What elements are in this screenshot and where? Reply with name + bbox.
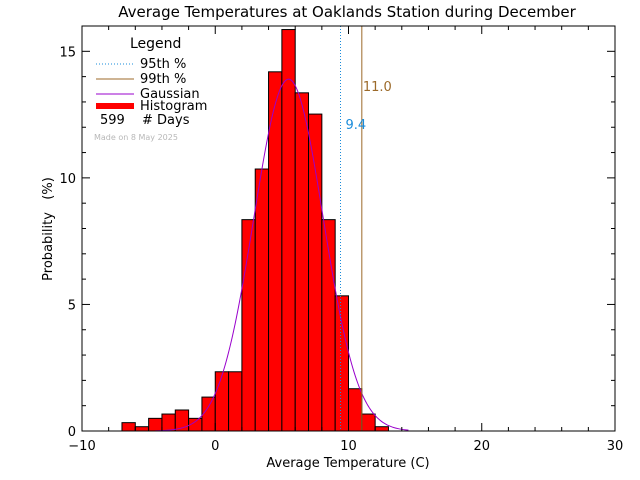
legend-label: 95th % — [140, 57, 186, 72]
x-axis-ticks: −10 0 10 20 30 — [68, 26, 623, 454]
histogram-bar — [201, 396, 216, 432]
histogram-bar — [121, 422, 136, 432]
percentile-95-label: 9.4 — [346, 118, 367, 133]
histogram-bar — [148, 417, 163, 432]
histogram-bars — [121, 29, 389, 432]
legend-label: Histogram — [140, 99, 207, 114]
y-axis-label: Probability (%) — [41, 177, 56, 281]
x-tick-label: 20 — [473, 439, 490, 454]
histogram-bar — [334, 295, 349, 432]
chart-title: Average Temperatures at Oaklands Station… — [118, 3, 576, 21]
y-tick-label: 15 — [59, 45, 76, 60]
histogram-bar — [374, 426, 389, 432]
histogram-bar — [361, 413, 376, 432]
x-tick-label: −10 — [68, 439, 95, 454]
legend-title: Legend — [130, 36, 181, 52]
histogram-bar — [281, 29, 296, 432]
x-axis-label: Average Temperature (C) — [266, 456, 429, 471]
legend-days-label: # Days — [142, 113, 190, 128]
x-tick-label: 0 — [211, 439, 219, 454]
histogram-bar — [254, 168, 270, 432]
histogram-bar — [348, 388, 363, 432]
x-tick-label: 10 — [340, 439, 357, 454]
histogram-bar — [214, 371, 230, 432]
legend-label: Gaussian — [140, 87, 200, 102]
y-tick-label: 5 — [68, 298, 76, 313]
histogram-bar — [308, 113, 323, 432]
y-tick-label: 10 — [59, 172, 76, 187]
legend-days-count: 599 — [100, 113, 125, 128]
histogram-bar — [294, 92, 310, 432]
gaussian-curve — [155, 78, 409, 432]
histogram-bar — [161, 413, 176, 432]
y-axis-ticks: 0 5 10 15 — [59, 45, 615, 440]
legend-label: 99th % — [140, 72, 186, 87]
histogram-bar — [134, 426, 150, 432]
histogram-bar — [228, 371, 243, 432]
made-on-note: Made on 8 May 2025 — [94, 133, 178, 142]
x-tick-label: 30 — [607, 439, 624, 454]
y-tick-label: 0 — [68, 425, 76, 440]
percentile-99-label: 11.0 — [363, 80, 392, 95]
